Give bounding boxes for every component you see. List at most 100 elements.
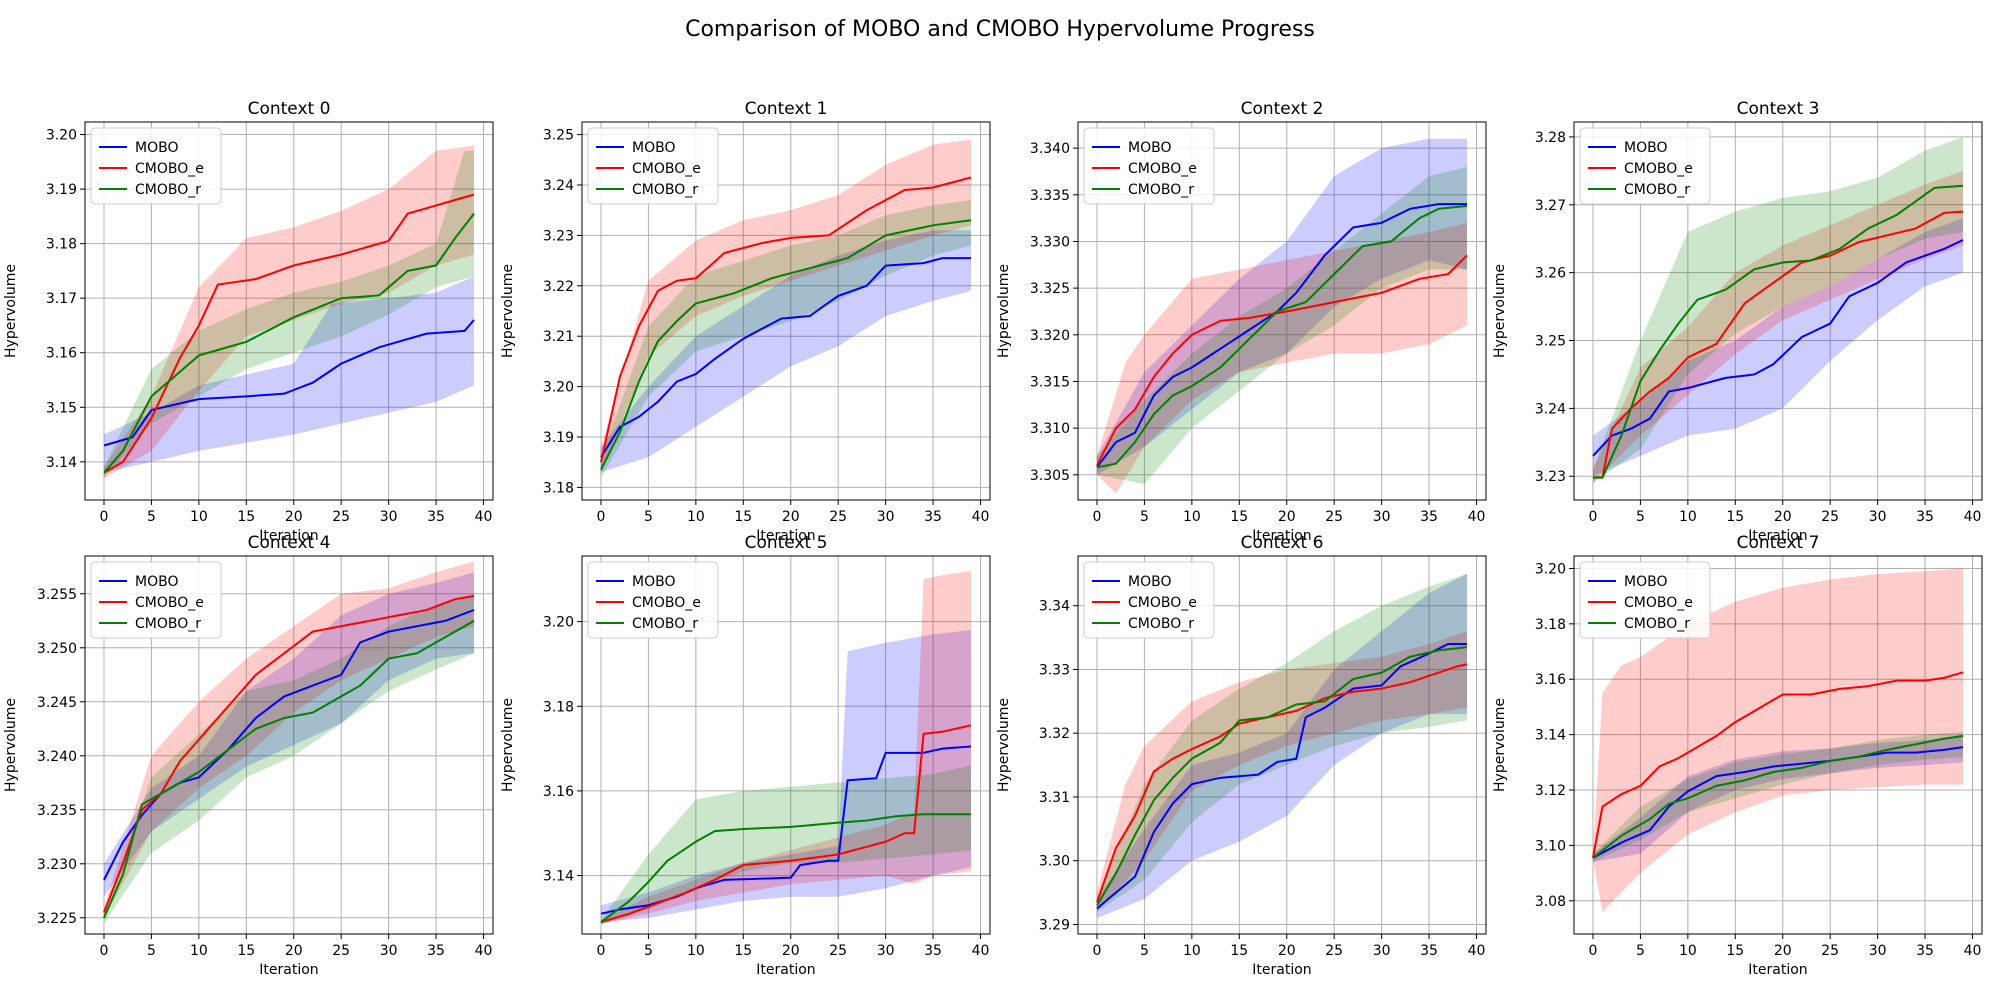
y-tick-label: 3.25: [543, 128, 574, 144]
x-tick-label: 20: [285, 509, 303, 525]
y-tick-label: 3.230: [37, 857, 77, 873]
x-tick-label: 20: [782, 509, 800, 525]
band-cmobo-e: [1096, 631, 1468, 912]
subplot-context-2: 0 5 10 15 20 25 30 35 40 3.305 3.310 3.315 3.320 3.32…: [996, 99, 1487, 544]
y-tick-label: 3.14: [1535, 728, 1566, 744]
x-tick-label: 30: [1373, 943, 1391, 959]
y-axis-label: Hypervolume: [500, 698, 516, 792]
x-axis-label: Iteration: [756, 962, 815, 978]
x-tick-label: 40: [1468, 943, 1486, 959]
x-tick-label: 15: [734, 943, 752, 959]
axes-frame: [84, 555, 494, 935]
legend-label: CMOBO_r: [1128, 182, 1194, 198]
line-cmobo-r: [1096, 205, 1468, 469]
band-cmobo-e: [103, 145, 475, 479]
x-tick-label: 15: [1230, 509, 1248, 525]
plot-area: [1096, 138, 1468, 494]
y-tick-label: 3.08: [1535, 894, 1566, 910]
x-tick-label: 10: [1183, 943, 1201, 959]
plot-area: [103, 145, 475, 479]
legend-label: MOBO: [1624, 140, 1667, 156]
legend-label: CMOBO_e: [632, 161, 701, 177]
line-cmobo-r: [600, 813, 972, 923]
x-axis-label: Iteration: [259, 528, 318, 544]
y-axis-label: Hypervolume: [996, 698, 1012, 792]
y-tick-label: 3.20: [543, 615, 574, 631]
y-tick-label: 3.255: [37, 587, 77, 603]
axes-frame: [581, 555, 991, 935]
band-cmobo-r: [1592, 136, 1964, 484]
plot-area: [600, 139, 972, 478]
y-axis-label: Hypervolume: [996, 264, 1012, 358]
y-tick-label: 3.22: [543, 279, 574, 295]
y-tick-label: 3.335: [1030, 188, 1070, 204]
line-mobo: [1592, 746, 1964, 859]
y-tick-label: 3.225: [37, 911, 77, 927]
band-cmobo-r: [1096, 573, 1468, 912]
y-tick-label: 3.18: [543, 699, 574, 715]
x-tick-label: 0: [100, 509, 109, 525]
x-tick-label: 15: [1726, 943, 1744, 959]
x-tick-label: 0: [1093, 943, 1102, 959]
band-cmobo-e: [600, 570, 972, 925]
subplot-title: Context 7: [1737, 533, 1820, 553]
x-tick-label: 30: [877, 509, 895, 525]
legend-label: CMOBO_r: [135, 616, 201, 632]
line-cmobo-e: [1096, 254, 1468, 466]
subplot-context-7: 0 5 10 15 20 25 30 35 40 3.08 3.10 3.12 3.14 3.16 3.18…: [1492, 533, 1983, 978]
subplot-context-0: 0 5 10 15 20 25 30 35 40 3.14 3.15 3.16 3.17 3.18 3.19…: [3, 99, 494, 544]
x-tick-label: 40: [1964, 509, 1982, 525]
x-tick-label: 20: [1278, 943, 1296, 959]
legend-label: CMOBO_e: [1128, 161, 1197, 177]
line-cmobo-e: [1592, 210, 1964, 479]
x-tick-label: 10: [687, 943, 705, 959]
y-tick-label: 3.330: [1030, 234, 1070, 250]
band-mobo: [1592, 734, 1964, 862]
x-axis-label: Iteration: [259, 962, 318, 978]
x-tick-label: 35: [1916, 943, 1934, 959]
y-tick-label: 3.19: [543, 430, 574, 446]
line-mobo: [103, 319, 475, 447]
x-axis-label: Iteration: [1252, 528, 1311, 544]
x-tick-label: 35: [427, 943, 445, 959]
x-tick-label: 15: [237, 943, 255, 959]
x-axis-label: Iteration: [1748, 962, 1807, 978]
legend-label: MOBO: [1624, 574, 1667, 590]
band-cmobo-e: [1096, 222, 1468, 494]
x-tick-label: 25: [829, 943, 847, 959]
x-tick-label: 35: [1420, 509, 1438, 525]
x-tick-label: 10: [1679, 509, 1697, 525]
band-mobo: [1096, 573, 1468, 919]
y-tick-label: 3.20: [543, 380, 574, 396]
legend-label: MOBO: [135, 574, 178, 590]
band-cmobo-r: [103, 150, 475, 479]
line-mobo: [1096, 203, 1468, 468]
line-cmobo-e: [103, 594, 475, 913]
x-tick-label: 5: [1636, 509, 1645, 525]
line-mobo: [1096, 642, 1468, 910]
x-tick-label: 0: [1093, 509, 1102, 525]
x-tick-label: 30: [380, 943, 398, 959]
y-tick-label: 3.26: [1535, 266, 1566, 282]
y-tick-label: 3.245: [37, 695, 77, 711]
x-tick-label: 25: [1325, 509, 1343, 525]
y-axis-label: Hypervolume: [3, 698, 19, 792]
x-tick-label: 10: [1679, 943, 1697, 959]
line-cmobo-r: [1096, 646, 1468, 906]
band-cmobo-r: [600, 765, 972, 925]
y-tick-label: 3.315: [1030, 374, 1070, 390]
y-axis-label: Hypervolume: [500, 264, 516, 358]
x-tick-label: 5: [147, 509, 156, 525]
legend: MOBO CMOBO_e CMOBO_r: [1083, 127, 1215, 205]
y-tick-label: 3.23: [1535, 469, 1566, 485]
x-tick-label: 5: [147, 943, 156, 959]
axes-frame: [1077, 555, 1487, 935]
axes-frame: [581, 121, 991, 501]
y-tick-label: 3.18: [543, 480, 574, 496]
x-tick-label: 40: [972, 509, 990, 525]
y-tick-label: 3.20: [1535, 561, 1566, 577]
x-tick-label: 35: [1916, 509, 1934, 525]
y-tick-label: 3.14: [46, 455, 77, 471]
figure-title: Comparison of MOBO and CMOBO Hypervolume…: [685, 17, 1315, 42]
y-tick-label: 3.320: [1030, 328, 1070, 344]
